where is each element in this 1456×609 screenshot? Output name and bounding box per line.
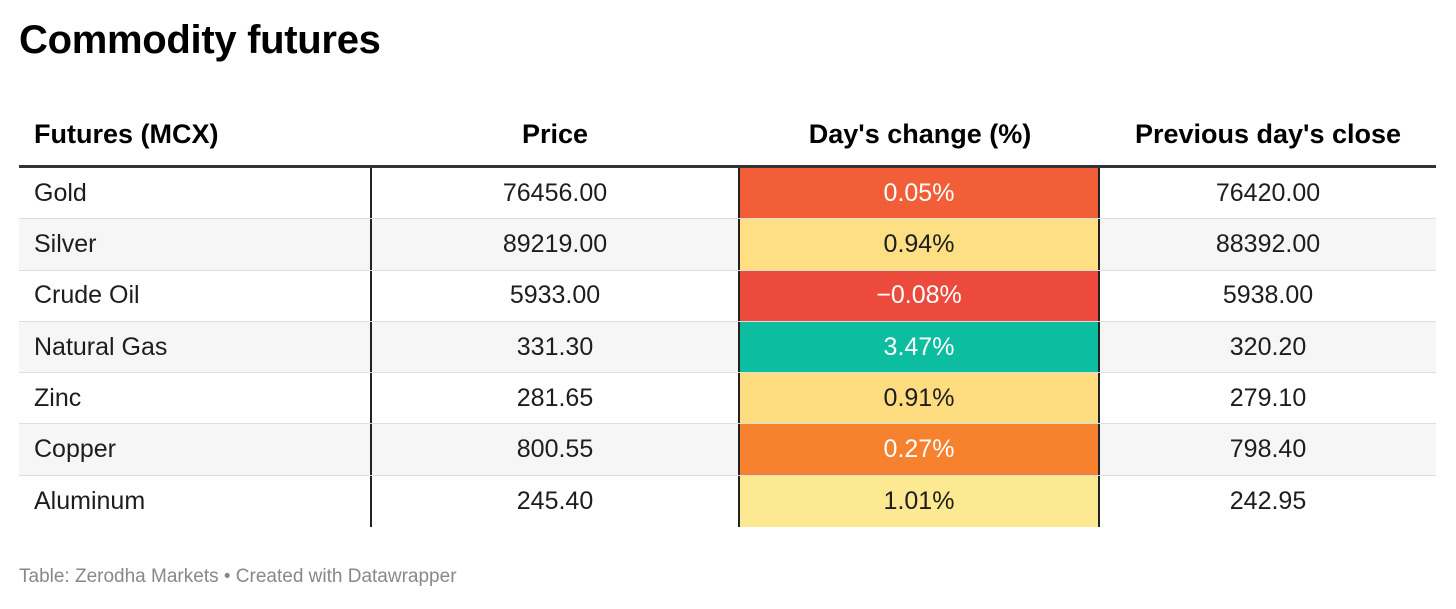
table-row: Copper 800.55 0.27% 798.40 — [19, 424, 1436, 476]
cell-previous-close: 242.95 — [1229, 486, 1307, 515]
cell-price: 281.65 — [370, 373, 740, 424]
cell-futures-name: Zinc — [34, 383, 82, 412]
cell-previous-close: 88392.00 — [1215, 229, 1321, 258]
table-header: Futures (MCX) Price Day's change (%) Pre… — [19, 104, 1436, 168]
cell-previous-close: 279.10 — [1229, 383, 1307, 412]
column-header-previous-close[interactable]: Previous day's close — [1134, 119, 1402, 149]
cell-days-change: −0.08% — [740, 270, 1100, 321]
cell-price: 89219.00 — [370, 219, 740, 270]
column-header-futures[interactable]: Futures (MCX) — [34, 119, 219, 149]
table-row: Crude Oil 5933.00 −0.08% 5938.00 — [19, 270, 1436, 322]
table-row: Silver 89219.00 0.94% 88392.00 — [19, 219, 1436, 271]
cell-previous-close: 320.20 — [1229, 332, 1307, 361]
source-note: Table: Zerodha Markets • Created with Da… — [19, 566, 457, 587]
cell-futures-name: Copper — [34, 435, 116, 464]
cell-futures-name: Aluminum — [34, 486, 146, 515]
table-row: Gold 76456.00 0.05% 76420.00 — [19, 168, 1436, 220]
cell-futures-name: Natural Gas — [34, 332, 168, 361]
table-body: Gold 76456.00 0.05% 76420.00 Silver 89219.00 0… — [19, 168, 1436, 528]
cell-days-change: 1.01% — [740, 475, 1100, 528]
cell-days-change: 0.05% — [740, 168, 1100, 219]
column-header-price[interactable]: Price — [521, 119, 589, 149]
table-row: Zinc 281.65 0.91% 279.10 — [19, 373, 1436, 425]
cell-previous-close: 76420.00 — [1215, 178, 1321, 207]
cell-price: 331.30 — [370, 321, 740, 373]
table-row: Natural Gas 331.30 3.47% 320.20 — [19, 321, 1436, 374]
cell-previous-close: 5938.00 — [1222, 281, 1314, 310]
cell-days-change: 3.47% — [740, 321, 1100, 373]
cell-futures-name: Gold — [34, 178, 87, 207]
cell-price: 800.55 — [370, 424, 740, 475]
commodity-table: Futures (MCX) Price Day's change (%) Pre… — [19, 104, 1436, 528]
cell-price: 76456.00 — [370, 168, 740, 219]
cell-futures-name: Silver — [34, 229, 97, 258]
cell-days-change: 0.27% — [740, 424, 1100, 475]
cell-days-change: 0.91% — [740, 373, 1100, 424]
page-title: Commodity futures — [19, 18, 381, 62]
cell-price: 245.40 — [370, 475, 740, 528]
cell-days-change: 0.94% — [740, 219, 1100, 270]
table-row: Aluminum 245.40 1.01% 242.95 — [19, 475, 1436, 528]
cell-previous-close: 798.40 — [1229, 435, 1307, 464]
cell-price: 5933.00 — [370, 270, 740, 321]
cell-futures-name: Crude Oil — [34, 281, 140, 310]
column-header-days-change[interactable]: Day's change (%) — [808, 119, 1032, 149]
